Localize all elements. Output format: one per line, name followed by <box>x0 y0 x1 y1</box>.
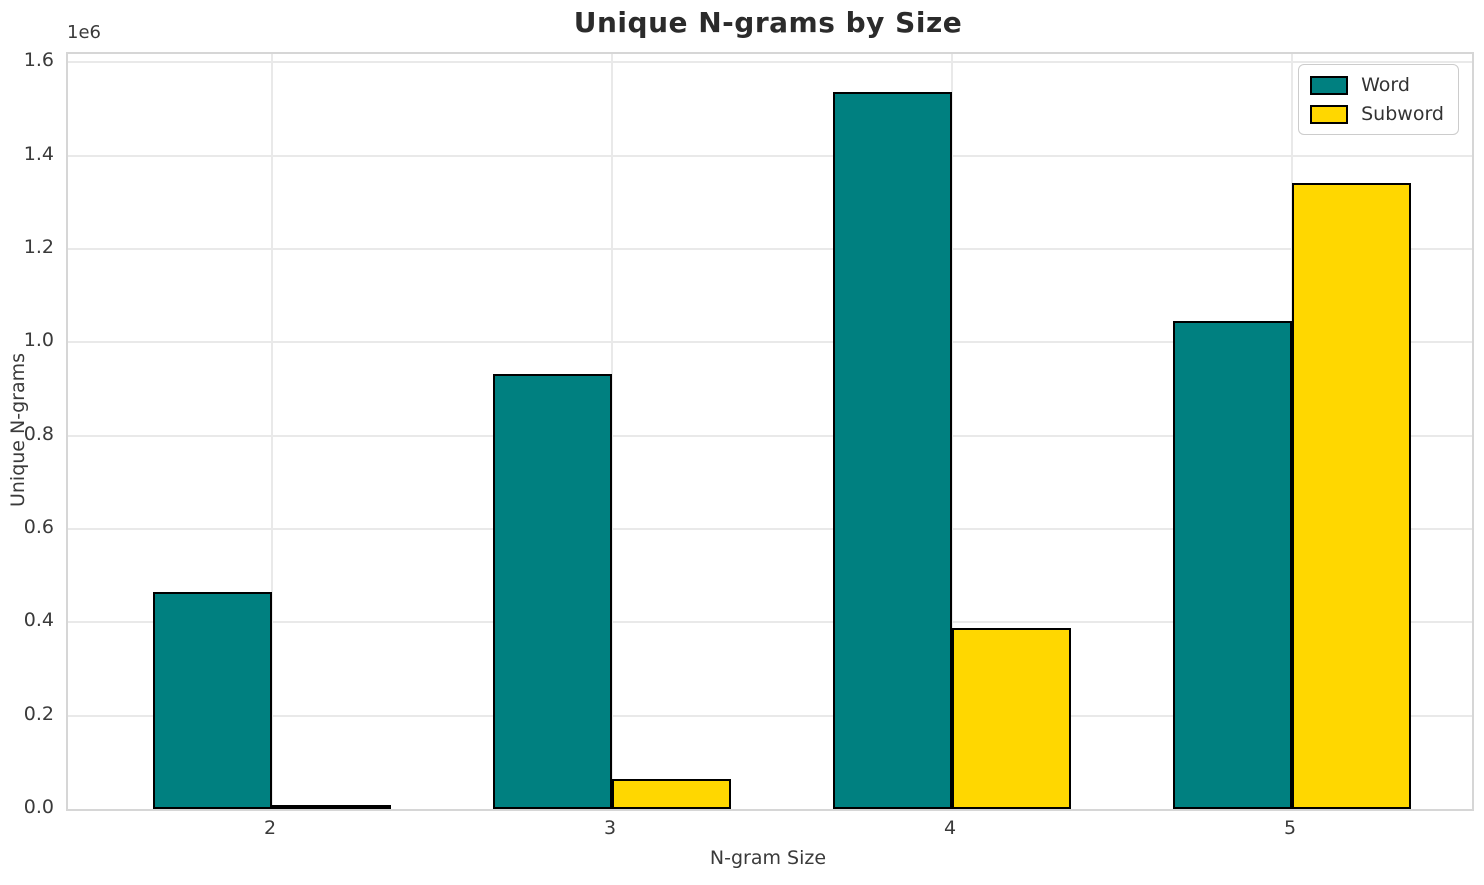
x-axis-label: N-gram Size <box>709 847 827 869</box>
y-tick-label: 0.0 <box>23 796 54 818</box>
y-axis-offset-text: 1e6 <box>67 22 101 43</box>
bar-subword-5 <box>1292 183 1411 809</box>
gridline-horizontal <box>68 621 1472 624</box>
legend-swatch-subword <box>1310 104 1349 124</box>
gridline-horizontal <box>68 61 1472 64</box>
y-tick-label: 0.4 <box>23 609 54 632</box>
gridline-horizontal <box>68 154 1472 157</box>
x-tick-label: 3 <box>603 817 617 839</box>
bar-word-3 <box>493 374 612 809</box>
bar-subword-2 <box>272 805 391 809</box>
bar-subword-3 <box>612 779 731 809</box>
y-tick-label: 1.0 <box>23 329 54 352</box>
gridline-horizontal <box>68 528 1472 531</box>
gridline-vertical <box>951 54 953 809</box>
gridline-horizontal <box>68 434 1472 437</box>
gridline-vertical <box>611 54 613 809</box>
gridline-horizontal <box>68 248 1472 251</box>
y-tick-label: 0.8 <box>23 422 54 445</box>
legend-label: Word <box>1361 74 1410 96</box>
bar-word-2 <box>153 592 272 809</box>
y-tick-label: 1.2 <box>23 236 54 259</box>
legend-label: Subword <box>1361 103 1444 125</box>
plot-area <box>66 52 1474 811</box>
legend-item-word: Word <box>1310 74 1444 96</box>
y-tick-label: 0.6 <box>23 516 54 539</box>
gridline-horizontal <box>68 341 1472 344</box>
bar-word-4 <box>833 92 952 809</box>
bar-word-5 <box>1173 321 1292 809</box>
legend: Word Subword <box>1298 64 1459 135</box>
gridline-vertical <box>271 54 273 809</box>
y-tick-label: 0.2 <box>23 702 54 725</box>
y-tick-label: 1.4 <box>23 142 54 165</box>
chart-title: Unique N-grams by Size <box>573 6 963 39</box>
legend-item-subword: Subword <box>1310 103 1444 125</box>
y-tick-label: 1.6 <box>23 49 54 72</box>
x-tick-label: 4 <box>943 817 957 839</box>
bar-subword-4 <box>952 628 1071 809</box>
x-tick-label: 2 <box>263 817 277 839</box>
gridline-horizontal <box>68 714 1472 717</box>
legend-swatch-word <box>1310 75 1349 95</box>
x-tick-label: 5 <box>1283 817 1297 839</box>
